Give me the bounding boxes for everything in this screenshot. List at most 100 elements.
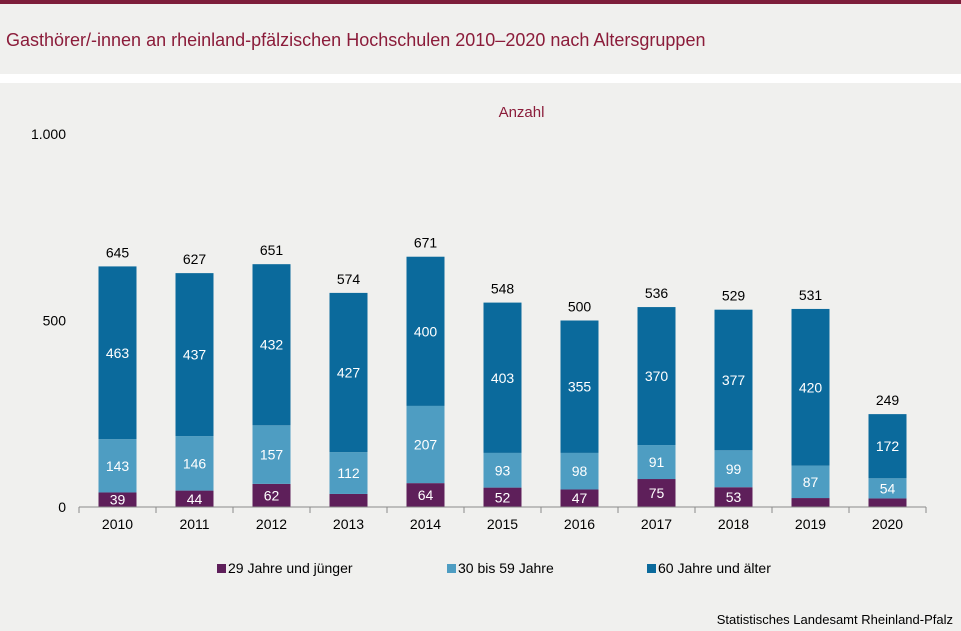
data-label: 370	[645, 368, 669, 384]
total-label: 671	[414, 235, 438, 251]
data-label: 172	[876, 438, 900, 454]
total-label: 645	[106, 244, 130, 260]
data-label: 146	[183, 455, 207, 471]
bar-segment	[791, 308, 830, 466]
x-tick-label: 2019	[795, 516, 826, 532]
bar-segment	[252, 483, 291, 507]
bar-segment	[637, 479, 676, 507]
chart-title: Anzahl	[499, 104, 545, 121]
bar-segment	[560, 489, 599, 507]
x-tick-label: 2014	[410, 516, 441, 532]
legend-swatch	[217, 564, 226, 573]
bar-segment	[560, 452, 599, 490]
bar-segment	[98, 492, 137, 507]
bar-segment	[637, 307, 676, 446]
bar-segment	[637, 445, 676, 480]
data-label: 47	[572, 490, 588, 506]
data-label: 91	[649, 454, 665, 470]
data-label: 99	[726, 461, 742, 477]
bar-segment	[714, 487, 753, 507]
total-label: 536	[645, 285, 669, 301]
data-label: 432	[260, 337, 284, 353]
y-tick-label: 0	[58, 499, 66, 515]
data-label: 64	[418, 487, 434, 503]
data-label: 87	[803, 474, 819, 490]
bar-segment	[483, 452, 522, 488]
bar-segment	[175, 490, 214, 507]
bar-segment	[560, 320, 599, 453]
bar-segment	[406, 256, 445, 406]
total-label: 500	[568, 299, 592, 315]
bar-segment	[175, 436, 214, 491]
x-tick-label: 2020	[872, 516, 903, 532]
data-label: 62	[264, 487, 280, 503]
data-label: 54	[880, 480, 896, 496]
data-label: 157	[260, 447, 284, 463]
bar-segment	[329, 292, 368, 453]
bar-segment	[329, 452, 368, 494]
bar-segment	[98, 439, 137, 493]
data-label: 112	[337, 465, 360, 481]
data-label: 98	[572, 463, 588, 479]
data-label: 427	[337, 365, 361, 381]
x-tick-label: 2013	[333, 516, 364, 532]
x-tick-label: 2017	[641, 516, 672, 532]
total-label: 548	[491, 281, 515, 297]
bar-segment	[868, 478, 907, 499]
data-label: 44	[187, 491, 203, 507]
data-label: 93	[495, 462, 511, 478]
bar-segment	[406, 405, 445, 484]
x-tick-label: 2012	[256, 516, 287, 532]
bar-segment	[714, 450, 753, 488]
data-label: 420	[799, 379, 823, 395]
x-tick-label: 2011	[179, 516, 209, 532]
bar-segment	[483, 487, 522, 507]
data-label: 143	[106, 458, 130, 474]
data-label: 355	[568, 379, 592, 395]
top-rule	[0, 0, 961, 4]
data-label: 75	[649, 485, 665, 501]
x-tick-label: 2018	[718, 516, 749, 532]
bar-segment	[714, 309, 753, 451]
total-label: 249	[876, 392, 900, 408]
total-label: 529	[722, 288, 746, 304]
bar-segment	[483, 302, 522, 453]
bar-segment	[868, 498, 907, 507]
data-label: 463	[106, 345, 130, 361]
bar-segment	[868, 414, 907, 479]
bar-segment	[98, 266, 137, 440]
data-label: 52	[495, 489, 511, 505]
bar-segment	[175, 273, 214, 437]
data-label: 403	[491, 370, 515, 386]
data-label: 207	[414, 437, 438, 453]
total-label: 531	[799, 287, 823, 303]
legend-swatch	[647, 564, 656, 573]
x-tick-label: 2015	[487, 516, 518, 532]
total-label: 574	[337, 271, 361, 287]
bar-segment	[791, 465, 830, 499]
bar-segment	[252, 425, 291, 484]
total-label: 651	[260, 242, 284, 258]
y-tick-label: 1.000	[31, 126, 66, 142]
source-note: Statistisches Landesamt Rheinland-Pfalz	[716, 612, 953, 627]
legend-label: 29 Jahre und jünger	[228, 560, 353, 576]
x-tick-label: 2010	[102, 516, 133, 532]
data-label: 437	[183, 347, 207, 363]
bar-segment	[252, 264, 291, 426]
total-label: 627	[183, 251, 207, 267]
legend-label: 30 bis 59 Jahre	[458, 560, 554, 576]
x-tick-label: 2016	[564, 516, 595, 532]
bar-segment	[406, 483, 445, 507]
data-label: 39	[110, 492, 126, 508]
legend-label: 60 Jahre und älter	[658, 560, 771, 576]
header: Gasthörer/-innen an rheinland-pfälzische…	[0, 4, 961, 74]
data-label: 400	[414, 323, 438, 339]
y-tick-label: 500	[43, 313, 67, 329]
bar-segment	[791, 498, 830, 507]
legend-swatch	[447, 564, 456, 573]
page-title: Gasthörer/-innen an rheinland-pfälzische…	[6, 30, 706, 50]
data-label: 53	[726, 489, 742, 505]
bar-segment	[329, 493, 368, 507]
data-label: 377	[722, 372, 746, 388]
